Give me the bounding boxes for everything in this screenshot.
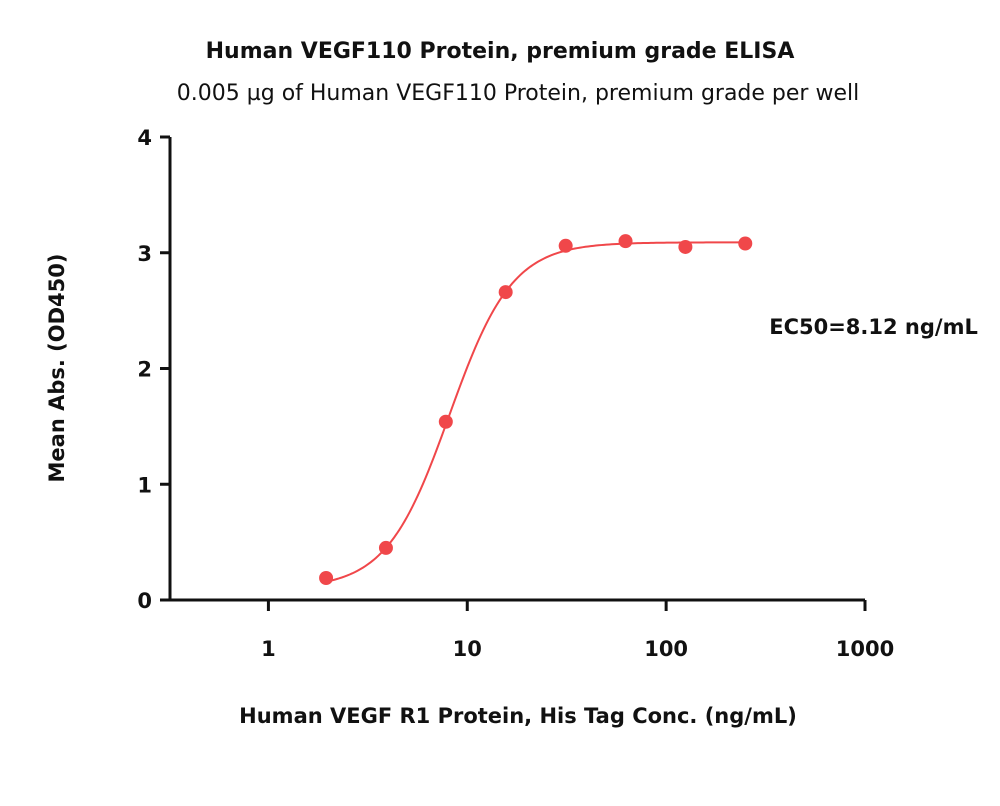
- data-point: [319, 571, 334, 586]
- data-point: [558, 238, 573, 253]
- x-tick-label: 1: [261, 637, 276, 661]
- data-point: [438, 414, 453, 429]
- x-axis-ticks: 1 10 100 1000: [261, 600, 894, 661]
- y-tick-label: 2: [137, 358, 152, 382]
- y-axis-ticks: 0 1 2 3 4: [137, 126, 170, 613]
- data-point: [498, 285, 513, 300]
- y-axis-label: Mean Abs. (OD450): [45, 254, 69, 483]
- chart-title: Human VEGF110 Protein, premium grade ELI…: [206, 39, 795, 64]
- ec50-annotation: EC50=8.12 ng/mL: [769, 315, 978, 339]
- data-point: [738, 236, 753, 251]
- y-tick-label: 4: [137, 126, 152, 150]
- y-tick-label: 1: [137, 473, 152, 497]
- fit-curve: [325, 241, 746, 583]
- chart-subtitle: 0.005 µg of Human VEGF110 Protein, premi…: [177, 81, 859, 106]
- x-axis-label: Human VEGF R1 Protein, His Tag Conc. (ng…: [239, 704, 797, 728]
- x-tick-label: 100: [644, 637, 688, 661]
- data-points: [319, 234, 753, 586]
- data-point: [378, 540, 393, 555]
- x-tick-label: 1000: [836, 637, 894, 661]
- x-tick-label: 10: [453, 637, 482, 661]
- y-tick-label: 0: [137, 589, 152, 613]
- data-point: [618, 234, 633, 249]
- data-point: [678, 239, 693, 254]
- y-tick-label: 3: [137, 242, 152, 266]
